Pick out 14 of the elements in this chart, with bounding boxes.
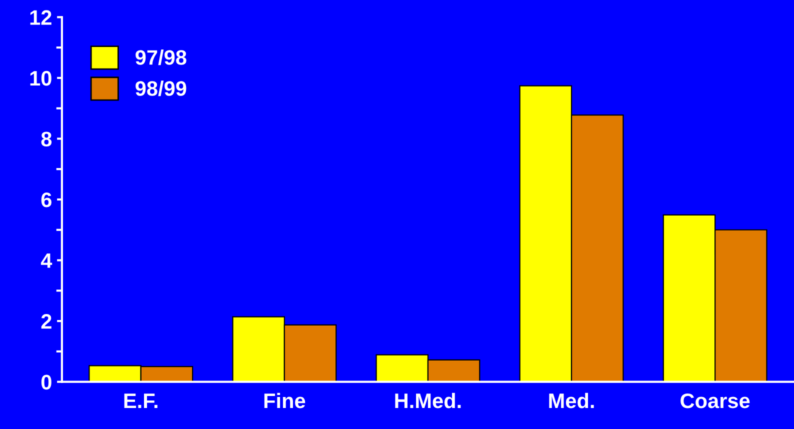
y-tick-label: 2 — [41, 314, 52, 329]
x-tick-label: Coarse — [680, 393, 750, 408]
y-tick-label: 0 — [41, 374, 52, 390]
y-tick-label: 6 — [41, 192, 52, 208]
legend-label: 98/99 — [136, 80, 186, 96]
x-tick-label: Med. — [549, 392, 594, 408]
y-tick-label: 10 — [30, 70, 52, 86]
x-tick-label: E.F. — [124, 394, 158, 408]
x-tick-label: Fine — [264, 392, 306, 408]
legend-label: 97/98 — [136, 50, 186, 66]
y-tick-label: 4 — [40, 253, 52, 268]
x-tick-label: H.Med. — [395, 392, 461, 408]
y-tick-label: 8 — [41, 132, 52, 146]
y-tick-label: 12 — [30, 10, 52, 25]
